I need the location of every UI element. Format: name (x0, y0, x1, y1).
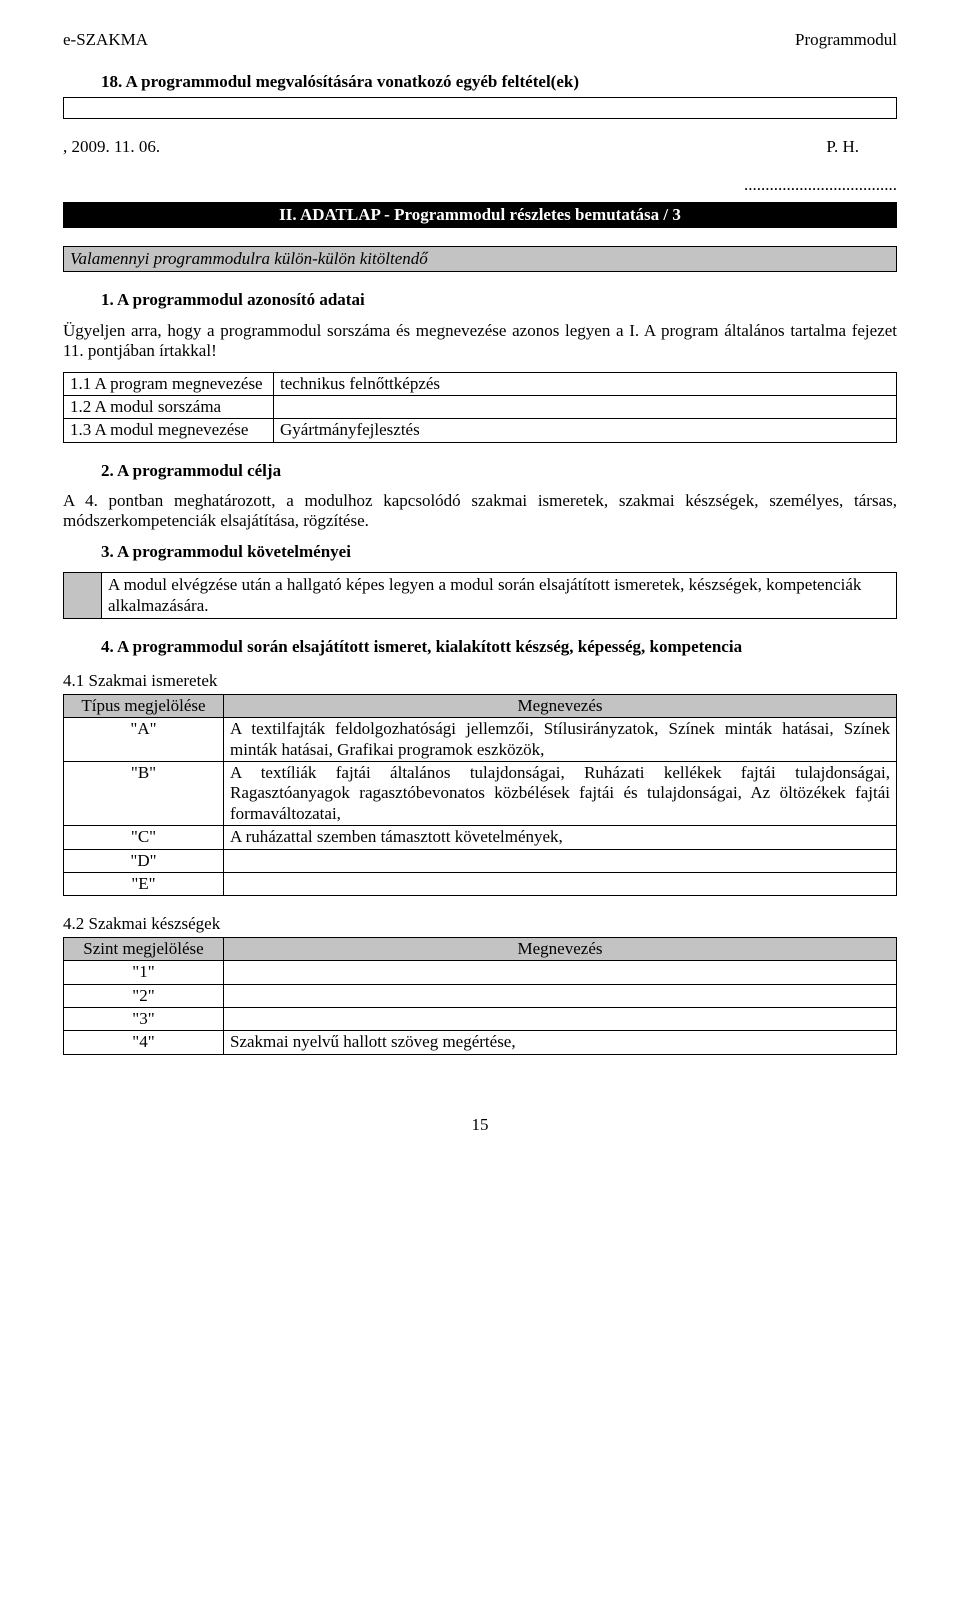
section-3-title: 3. A programmodul követelményei (101, 542, 897, 562)
requirement-text: A modul elvégzése után a hallgató képes … (102, 573, 897, 619)
cell-type: "E" (64, 872, 224, 895)
cell-type: "B" (64, 761, 224, 825)
header-name: Megnevezés (224, 694, 897, 717)
empty-input-box (63, 97, 897, 119)
grey-marker-cell (64, 573, 102, 619)
cell-type: "4" (64, 1031, 224, 1054)
table-row: "A"A textilfajták feldolgozhatósági jell… (64, 718, 897, 762)
section-4-2-label: 4.2 Szakmai készségek (63, 914, 897, 934)
cell-type: "D" (64, 849, 224, 872)
header-right: Programmodul (795, 30, 897, 50)
section-1-title: 1. A programmodul azonosító adatai (101, 290, 897, 310)
header-left: e-SZAKMA (63, 30, 148, 50)
cell-value: Gyártmányfejlesztés (274, 419, 897, 442)
cell-description: Szakmai nyelvű hallott szöveg megértése, (224, 1031, 897, 1054)
table-row: "4"Szakmai nyelvű hallott szöveg megérté… (64, 1031, 897, 1054)
section-2-title: 2. A programmodul célja (101, 461, 897, 481)
date-signature-row: , 2009. 11. 06. P. H. (63, 137, 859, 157)
cell-label: 1.1 A program megnevezése (64, 372, 274, 395)
cell-description (224, 1007, 897, 1030)
cell-value (274, 395, 897, 418)
table-row: 1.1 A program megnevezése technikus feln… (64, 372, 897, 395)
cell-type: "2" (64, 984, 224, 1007)
section-1-paragraph: Ügyeljen arra, hogy a programmodul sorsz… (63, 321, 897, 362)
header-name: Megnevezés (224, 937, 897, 960)
section-18-title: 18. A programmodul megvalósítására vonat… (101, 72, 897, 92)
section-4-1-label: 4.1 Szakmai ismeretek (63, 671, 897, 691)
table-row: 1.3 A modul megnevezése Gyártmányfejlesz… (64, 419, 897, 442)
cell-type: "3" (64, 1007, 224, 1030)
dotted-line: .................................... (63, 175, 897, 195)
section-ii-title-bar: II. ADATLAP - Programmodul részletes bem… (63, 202, 897, 228)
section-2-paragraph: A 4. pontban meghatározott, a modulhoz k… (63, 491, 897, 532)
table-row: "C"A ruházattal szemben támasztott követ… (64, 826, 897, 849)
cell-description (224, 872, 897, 895)
cell-value: technikus felnőttképzés (274, 372, 897, 395)
table-row: "2" (64, 984, 897, 1007)
table-row: "E" (64, 872, 897, 895)
table-row: 1.2 A modul sorszáma (64, 395, 897, 418)
module-id-table: 1.1 A program megnevezése technikus feln… (63, 372, 897, 443)
cell-description (224, 984, 897, 1007)
section-4-title: 4. A programmodul során elsajátított ism… (101, 637, 897, 657)
table-row: "D" (64, 849, 897, 872)
knowledge-table: Típus megjelölése Megnevezés "A"A textil… (63, 694, 897, 897)
cell-description (224, 849, 897, 872)
cell-label: 1.3 A modul megnevezése (64, 419, 274, 442)
cell-label: 1.2 A modul sorszáma (64, 395, 274, 418)
cell-description: A textilfajták feldolgozhatósági jellemz… (224, 718, 897, 762)
table-row: "1" (64, 961, 897, 984)
cell-description (224, 961, 897, 984)
table-row: "B"A textíliák fajtái általános tulajdon… (64, 761, 897, 825)
grey-note-row: Valamennyi programmodulra külön-külön ki… (63, 246, 897, 272)
cell-type: "A" (64, 718, 224, 762)
cell-description: A textíliák fajtái általános tulajdonság… (224, 761, 897, 825)
cell-description: A ruházattal szemben támasztott követelm… (224, 826, 897, 849)
cell-type: "C" (64, 826, 224, 849)
requirements-table: A modul elvégzése után a hallgató képes … (63, 572, 897, 619)
table-header-row: Típus megjelölése Megnevezés (64, 694, 897, 717)
page-number: 15 (63, 1115, 897, 1135)
table-row: "3" (64, 1007, 897, 1030)
table-row: A modul elvégzése után a hallgató képes … (64, 573, 897, 619)
cell-type: "1" (64, 961, 224, 984)
header-type: Típus megjelölése (64, 694, 224, 717)
page-header: e-SZAKMA Programmodul (63, 30, 897, 50)
header-level: Szint megjelölése (64, 937, 224, 960)
table-header-row: Szint megjelölése Megnevezés (64, 937, 897, 960)
date-text: , 2009. 11. 06. (63, 137, 160, 157)
skills-table: Szint megjelölése Megnevezés "1""2""3""4… (63, 937, 897, 1055)
stamp-ph: P. H. (826, 137, 859, 157)
